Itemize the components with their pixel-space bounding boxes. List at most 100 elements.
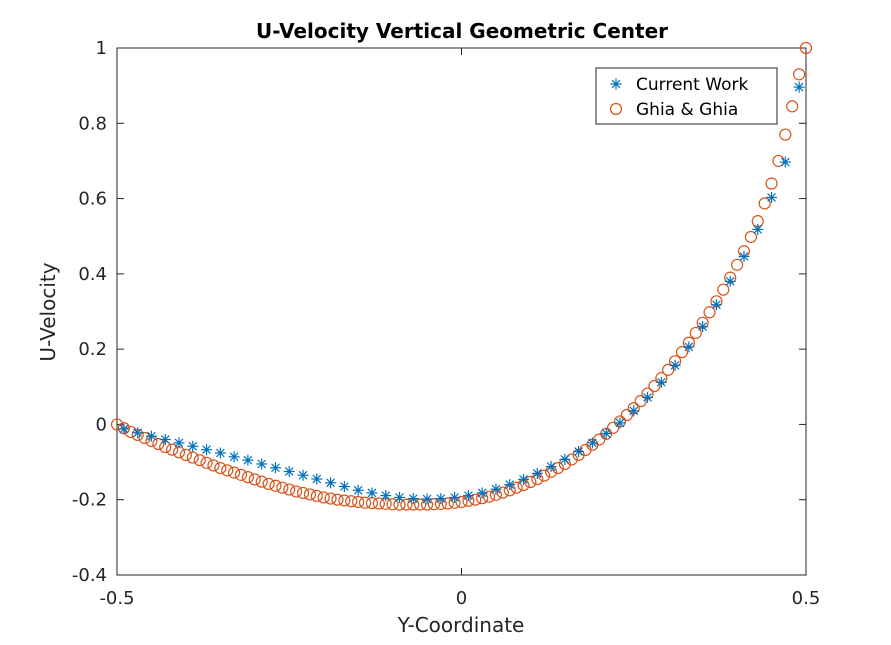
data-point-ghia-ghia (234, 468, 248, 481)
data-point-ghia-ghia (262, 477, 275, 491)
data-point-ghia-ghia (345, 495, 358, 508)
data-point-current-work (159, 433, 171, 445)
data-point-ghia-ghia (338, 494, 351, 507)
y-tick-label: -0.4 (72, 565, 107, 586)
data-point-ghia-ghia (441, 497, 454, 510)
data-point-current-work (738, 251, 750, 263)
data-point-current-work (559, 453, 571, 465)
data-point-ghia-ghia (730, 258, 744, 271)
data-point-current-work (766, 191, 778, 203)
data-point-current-work (573, 446, 585, 458)
data-point-ghia-ghia (482, 490, 496, 503)
data-point-ghia-ghia (469, 493, 482, 506)
data-point-current-work (669, 359, 681, 371)
legend: Current Work Ghia & Ghia (595, 67, 778, 125)
data-point-ghia-ghia (386, 498, 399, 511)
data-point-current-work (435, 493, 447, 505)
data-point-ghia-ghia (524, 475, 537, 489)
y-tick-label: 1 (96, 38, 107, 59)
legend-box (595, 67, 778, 125)
x-tick-label: -0.5 (99, 588, 134, 609)
x-axis-label: Y-Coordinate (397, 613, 525, 637)
data-point-current-work (283, 465, 295, 477)
legend-marker-star-icon (610, 78, 622, 90)
data-point-ghia-ghia (166, 443, 179, 456)
data-point-current-work (269, 462, 281, 474)
y-axis-label: U-Velocity (36, 262, 60, 361)
data-point-ghia-ghia (400, 498, 413, 511)
data-point-ghia-ghia (186, 451, 199, 464)
x-tick-label: 0.5 (792, 588, 821, 609)
data-point-current-work (531, 467, 543, 479)
data-point-ghia-ghia (634, 394, 647, 408)
data-point-ghia-ghia (269, 479, 282, 492)
data-point-ghia-ghia (303, 488, 317, 501)
data-point-current-work (779, 156, 791, 168)
data-point-ghia-ghia (214, 461, 227, 475)
data-point-current-work (145, 430, 157, 442)
data-point-ghia-ghia (255, 475, 268, 488)
data-point-ghia-ghia (620, 408, 633, 422)
data-point-ghia-ghia (283, 483, 296, 496)
data-point-ghia-ghia (331, 493, 344, 506)
data-point-current-work (338, 481, 350, 493)
data-point-ghia-ghia (648, 379, 661, 393)
data-point-current-work (462, 490, 474, 502)
data-point-ghia-ghia (200, 456, 213, 469)
data-point-current-work (132, 427, 144, 439)
data-point-current-work (614, 417, 626, 429)
data-point-ghia-ghia (110, 418, 124, 431)
data-point-ghia-ghia (689, 326, 702, 340)
data-point-ghia-ghia (290, 485, 303, 498)
data-point-current-work (642, 391, 654, 403)
data-point-ghia-ghia (510, 481, 523, 494)
chart-title: U-Velocity Vertical Geometric Center (256, 19, 668, 43)
x-tick-label: 0 (456, 588, 467, 609)
data-point-current-work (724, 275, 736, 287)
data-point-current-work (325, 477, 337, 489)
legend-marker-circle-icon (609, 102, 623, 116)
data-point-ghia-ghia (758, 197, 771, 210)
data-point-ghia-ghia (317, 491, 330, 504)
data-point-ghia-ghia (248, 473, 261, 486)
data-point-current-work (476, 487, 488, 499)
data-point-current-work (393, 491, 405, 503)
data-point-current-work (697, 321, 709, 333)
data-point-ghia-ghia (717, 283, 730, 296)
data-point-ghia-ghia (179, 448, 192, 462)
y-tick-label: 0.4 (78, 264, 107, 285)
data-point-ghia-ghia (662, 363, 675, 376)
data-point-ghia-ghia (414, 498, 427, 511)
data-point-ghia-ghia (228, 466, 241, 479)
data-point-ghia-ghia (193, 454, 206, 467)
data-point-ghia-ghia (455, 495, 468, 509)
data-point-current-work (600, 427, 612, 439)
data-point-ghia-ghia (358, 496, 372, 509)
data-point-ghia-ghia (765, 177, 778, 190)
data-point-current-work (214, 447, 226, 459)
data-point-current-work (201, 444, 213, 456)
data-point-current-work (366, 487, 378, 499)
data-point-ghia-ghia (744, 230, 757, 244)
data-point-ghia-ghia (606, 421, 620, 434)
data-point-ghia-ghia (352, 495, 365, 509)
y-axis-ticks: -0.4 -0.2 0 0.2 0.4 0.6 0.8 1 (72, 38, 806, 586)
data-point-ghia-ghia (241, 471, 255, 484)
data-point-current-work (586, 437, 598, 449)
data-point-ghia-ghia (324, 492, 337, 505)
y-tick-label: 0.8 (78, 113, 107, 134)
y-tick-label: 0 (96, 414, 107, 435)
data-point-ghia-ghia (221, 464, 234, 477)
data-point-ghia-ghia (786, 100, 799, 113)
data-point-ghia-ghia (703, 306, 716, 319)
data-point-current-work (228, 451, 240, 463)
data-point-current-work (311, 473, 323, 485)
data-point-ghia-ghia (799, 41, 813, 55)
data-point-current-work (449, 491, 461, 503)
plot-area (116, 47, 807, 576)
data-point-ghia-ghia (152, 437, 165, 451)
data-point-current-work (352, 484, 364, 496)
legend-entry-label: Current Work (636, 75, 748, 95)
data-point-current-work (710, 299, 722, 311)
